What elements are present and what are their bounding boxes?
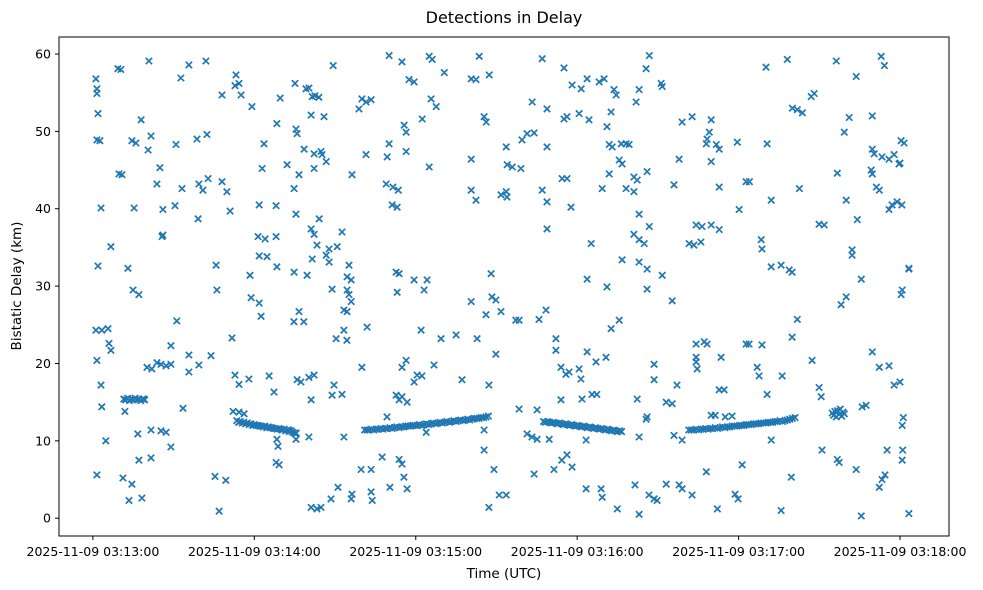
data-points xyxy=(92,51,913,520)
x-axis-ticks: 2025-11-09 03:13:00 2025-11-09 03:14:00 20… xyxy=(27,536,967,559)
y-tick-label: 10 xyxy=(35,433,51,448)
chart-title: Detections in Delay xyxy=(425,8,583,27)
y-tick-label: 60 xyxy=(35,47,51,62)
x-tick-label: 2025-11-09 03:18:00 xyxy=(834,544,967,559)
y-axis-ticks: 0 10 20 30 40 50 60 xyxy=(35,47,59,526)
x-tick-label: 2025-11-09 03:14:00 xyxy=(188,544,321,559)
x-tick-label: 2025-11-09 03:13:00 xyxy=(27,544,160,559)
plot-box xyxy=(58,36,950,537)
x-tick-label: 2025-11-09 03:16:00 xyxy=(511,544,644,559)
y-tick-label: 30 xyxy=(35,279,51,294)
x-tick-label: 2025-11-09 03:15:00 xyxy=(349,544,482,559)
y-tick-label: 20 xyxy=(35,356,51,371)
x-axis-label: Time (UTC) xyxy=(466,566,542,582)
y-tick-label: 50 xyxy=(35,124,51,139)
y-tick-label: 0 xyxy=(43,511,51,526)
x-tick-label: 2025-11-09 03:17:00 xyxy=(672,544,805,559)
y-tick-label: 40 xyxy=(35,201,51,216)
